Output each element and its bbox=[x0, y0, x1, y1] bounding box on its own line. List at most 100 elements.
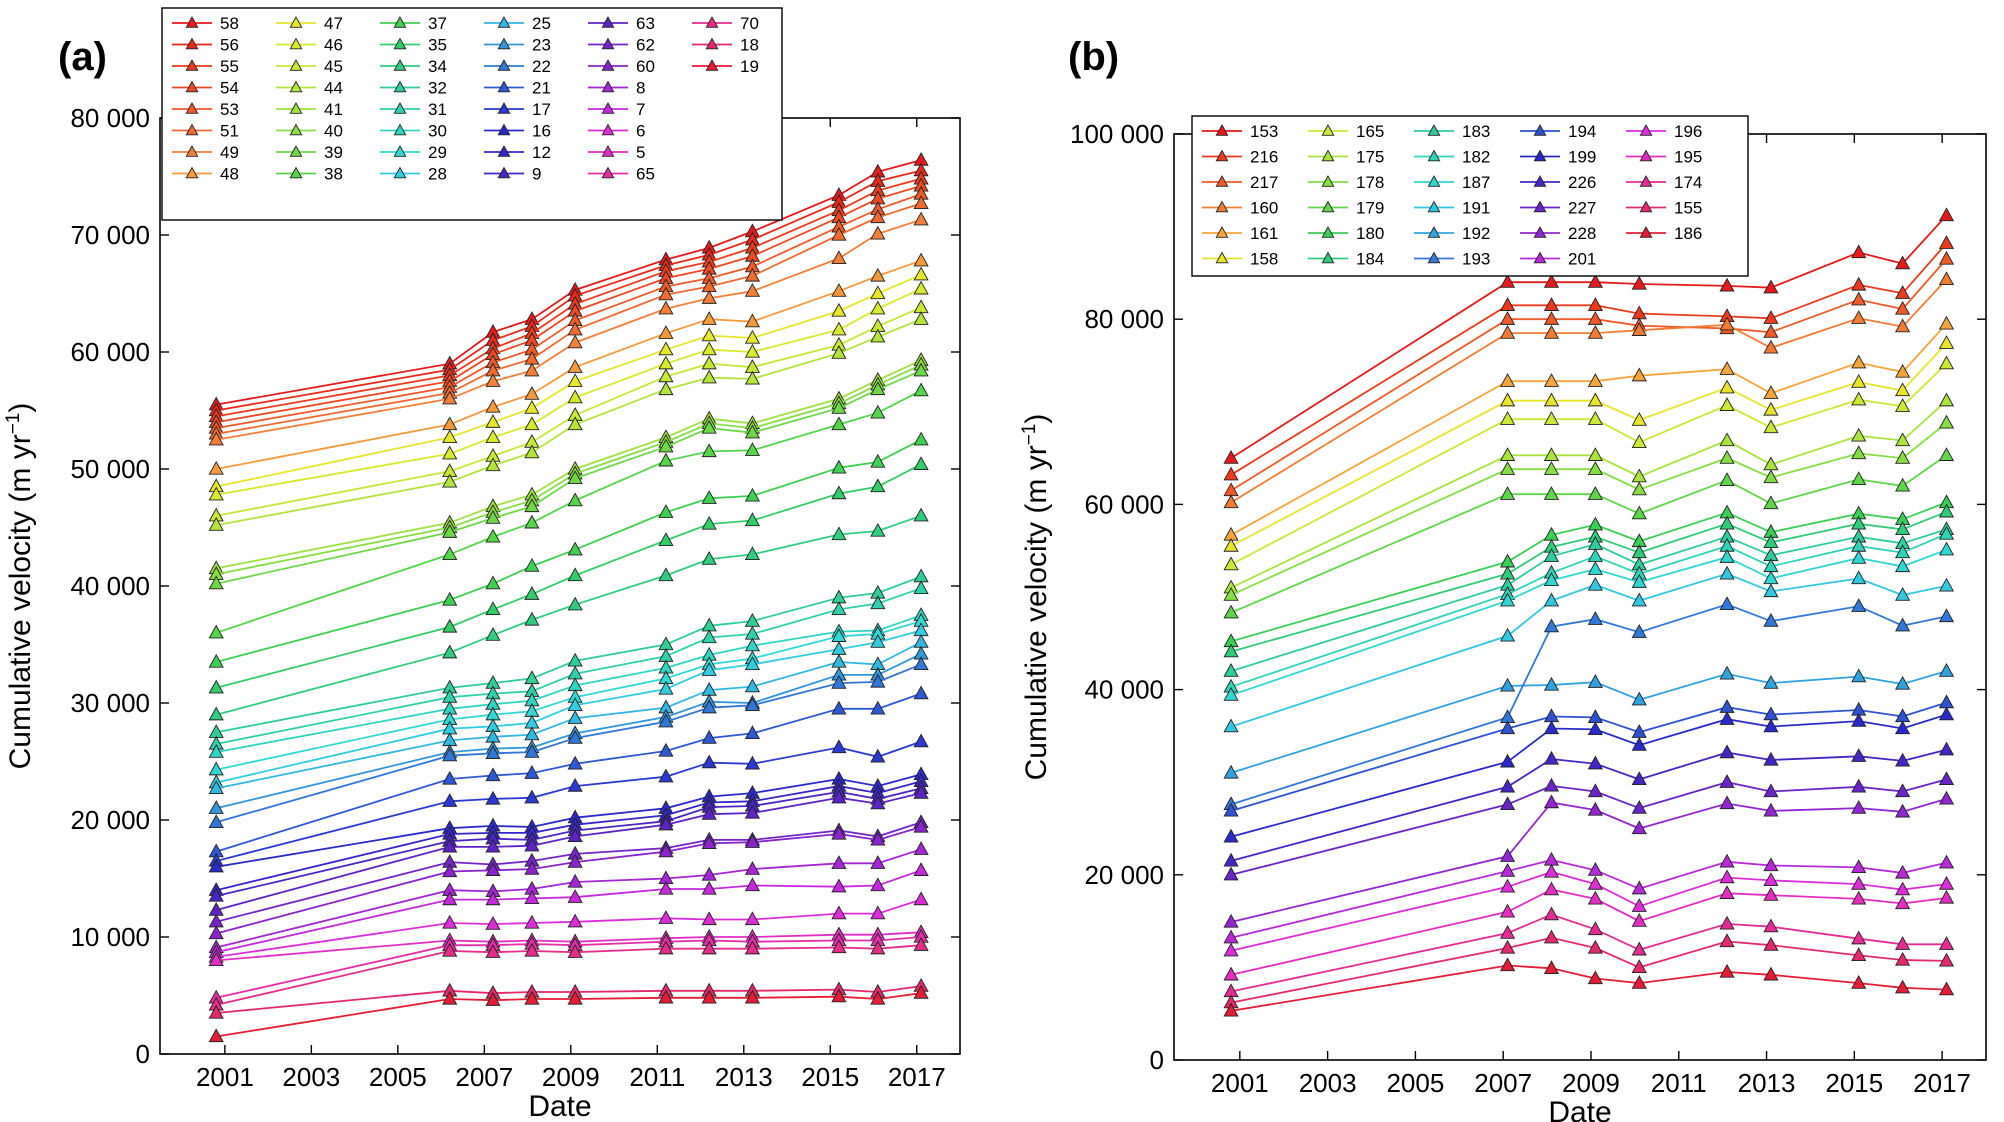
panel-a-series-47-marker bbox=[442, 429, 458, 444]
panel-a-xtick-label: 2007 bbox=[455, 1062, 513, 1092]
panel-b-series-165-marker bbox=[1719, 397, 1735, 411]
panel-a-legend-marker-54 bbox=[185, 80, 199, 93]
panel-a-series-46-marker bbox=[485, 429, 501, 444]
panel-a-series-47-marker bbox=[567, 373, 583, 387]
panel-b-legend-label-182: 182 bbox=[1462, 148, 1490, 167]
panel-b-series-160-marker bbox=[1543, 324, 1560, 339]
panel-b-series-187-marker bbox=[1895, 558, 1911, 573]
panel-b-series-201-marker bbox=[1763, 857, 1779, 872]
panel-a-series-37-marker bbox=[658, 504, 674, 518]
panel-b-series-216-marker bbox=[1587, 297, 1603, 311]
panel-b-xlabel: Date bbox=[1548, 1096, 1611, 1122]
panel-b-series-161-marker bbox=[1719, 361, 1735, 375]
panel-a-legend-marker-70 bbox=[705, 16, 719, 28]
panel-a-legend-label-54: 54 bbox=[220, 79, 239, 98]
panel-b-series-199-marker bbox=[1851, 712, 1867, 727]
panel-b-xtick-label: 2007 bbox=[1474, 1068, 1532, 1098]
panel-b-series-179-marker bbox=[1543, 486, 1560, 500]
panel-a-series-47-marker bbox=[658, 341, 674, 356]
panel-a-series-37-marker bbox=[567, 541, 583, 556]
panel-a-legend-label-7: 7 bbox=[636, 100, 645, 119]
panel-b-series-217-marker bbox=[1543, 311, 1560, 325]
panel-b-series-153-marker bbox=[1587, 274, 1603, 288]
panel-b-legend-label-161: 161 bbox=[1250, 224, 1278, 243]
panel-b-series-183-line bbox=[1230, 528, 1947, 672]
panel-a-series-49-marker bbox=[913, 211, 929, 226]
panel-b-series-165-marker bbox=[1938, 355, 1955, 370]
panel-a-series-39-marker bbox=[658, 438, 674, 453]
panel-b-series-217-marker bbox=[1851, 291, 1867, 306]
panel-a-series-6-marker bbox=[485, 915, 501, 930]
panel-b-series-199-marker bbox=[1499, 753, 1516, 768]
panel-a-legend-marker-65 bbox=[601, 166, 615, 179]
panel-b-series-193-marker bbox=[1763, 612, 1779, 627]
panel-a-series-46-marker bbox=[567, 389, 583, 404]
panel-b-series-195-marker bbox=[1895, 895, 1911, 910]
panel-b-series-187-marker bbox=[1851, 549, 1867, 564]
panel-b-series-186-marker bbox=[1938, 981, 1955, 996]
panel-b-series-194-marker bbox=[1499, 720, 1516, 735]
panel-a-series-21-line bbox=[215, 692, 922, 853]
panel-b-series-217-marker bbox=[1499, 311, 1516, 325]
panel-b-legend-label-158: 158 bbox=[1250, 250, 1278, 269]
panel-a-legend-label-21: 21 bbox=[532, 79, 551, 98]
panel-b-series-178-marker bbox=[1938, 414, 1955, 429]
panel-a-series-38-line bbox=[215, 389, 922, 634]
panel-a-series-38-marker bbox=[744, 442, 761, 456]
panel-a-series-60-marker bbox=[701, 835, 717, 850]
panel-b-series-165-marker bbox=[1631, 434, 1647, 448]
panel-b-series-160-marker bbox=[1587, 324, 1603, 339]
panel-b-series-195-marker bbox=[1587, 890, 1603, 905]
panel-a-series-63-marker bbox=[701, 806, 717, 820]
panel-b-series-194-marker bbox=[1938, 694, 1955, 709]
panel-a-series-70-marker bbox=[442, 942, 458, 957]
panel-b-series-182-marker bbox=[1895, 544, 1911, 559]
panel-b-series-201-marker bbox=[1543, 851, 1560, 866]
panel-b-series-155-marker bbox=[1763, 937, 1779, 951]
panel-a-legend-label-49: 49 bbox=[220, 143, 239, 162]
panel-b-legend-marker-227 bbox=[1533, 200, 1547, 213]
panel-a-series-49-marker bbox=[524, 362, 540, 377]
panel-a-series-22-marker bbox=[524, 744, 540, 758]
panel-b-series-175-line bbox=[1230, 400, 1948, 589]
panel-a-series-44-marker bbox=[744, 370, 761, 385]
panel-b-legend-marker-179 bbox=[1321, 200, 1335, 213]
panel-b-series-227-marker bbox=[1851, 778, 1867, 793]
panel-a-series-22-marker bbox=[913, 656, 929, 671]
panel-b-series-217-marker bbox=[1587, 311, 1603, 325]
panel-b-legend-label-226: 226 bbox=[1568, 173, 1596, 192]
panel-b-series-183-marker bbox=[1543, 548, 1560, 562]
panel-b-legend-marker-187 bbox=[1427, 175, 1441, 187]
panel-a-legend-marker-63 bbox=[601, 16, 615, 28]
panel-b-series-161-marker bbox=[1587, 373, 1603, 387]
panel-b-xtick-label: 2003 bbox=[1299, 1068, 1357, 1098]
panel-a-series-39-marker bbox=[701, 419, 717, 434]
panel-b-series-191-marker bbox=[1587, 576, 1603, 591]
panel-a-series-39-marker bbox=[831, 400, 847, 414]
panel-b-series-175-marker bbox=[1719, 432, 1735, 447]
panel-b-series-194-marker bbox=[1543, 708, 1560, 723]
panel-b-series-158-marker bbox=[1895, 382, 1911, 397]
panel-a-series-38-marker bbox=[831, 416, 847, 431]
panel-b-series-201-marker bbox=[1587, 862, 1603, 876]
panel-a-legend-label-65: 65 bbox=[636, 165, 655, 184]
panel-b: (b) 2001 2003 2005 2007 2009 2011 2013 2015 2017… bbox=[1019, 35, 1987, 1122]
panel-a-legend-marker-7 bbox=[601, 102, 615, 114]
panel-a-series-49-marker bbox=[701, 290, 717, 304]
panel-b-legend-label-160: 160 bbox=[1250, 199, 1278, 218]
panel-b-series-199-marker bbox=[1223, 828, 1239, 843]
panel-a-series-37-marker bbox=[485, 575, 501, 590]
panel-a-series-7-marker bbox=[701, 880, 717, 895]
panel-b-series-178-marker bbox=[1631, 481, 1647, 496]
panel-b-series-153-marker bbox=[1938, 207, 1955, 222]
panel-a-legend-label-17: 17 bbox=[532, 100, 551, 119]
panel-b-series-191-marker bbox=[1631, 592, 1647, 607]
panel-b-series-186-marker bbox=[1499, 957, 1516, 972]
panel-b-series-186-marker bbox=[1895, 979, 1911, 994]
panel-a-series-21-marker bbox=[913, 685, 929, 700]
panel-a-series-44-marker bbox=[701, 369, 717, 384]
panel-b-series-155-marker bbox=[1631, 959, 1647, 974]
panel-a-series-51-marker bbox=[831, 226, 847, 241]
panel-b-plot: 2001 2003 2005 2007 2009 2011 2013 2015 2017 0 20 … bbox=[1019, 115, 1987, 1122]
